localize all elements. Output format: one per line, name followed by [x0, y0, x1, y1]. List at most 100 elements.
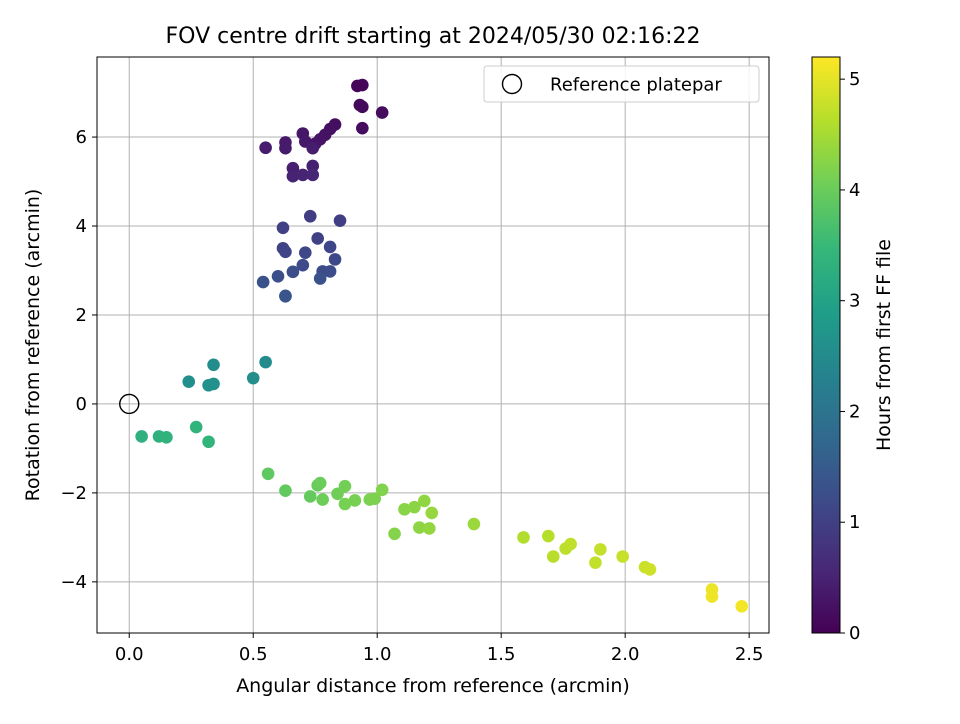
colorbar-tick-label: 3 — [849, 291, 860, 312]
scatter-point — [276, 221, 290, 235]
colorbar-gradient — [812, 57, 840, 633]
scatter-point — [546, 550, 560, 563]
colorbar-tick-label: 1 — [849, 512, 860, 533]
x-axis-ticks: 0.0 0.5 1.0 1.5 2.0 2.5 — [115, 633, 764, 665]
colorbar: 0 1 2 3 4 5 Hours from first FF file — [811, 56, 895, 644]
scatter-point — [256, 275, 270, 289]
scatter-point — [338, 497, 352, 511]
chart-title: FOV centre drift starting at 2024/05/30 … — [166, 24, 701, 49]
scatter-point — [517, 531, 530, 544]
scatter-point — [422, 522, 436, 535]
x-tick-label: 1.0 — [363, 644, 392, 665]
scatter-point — [425, 506, 439, 520]
scatter-point — [323, 265, 337, 278]
y-axis-label: Rotation from reference (arcmin) — [22, 189, 44, 502]
scatter-point — [356, 121, 369, 135]
scatter-point — [594, 543, 607, 556]
scatter-point — [306, 159, 320, 173]
scatter-point — [286, 169, 300, 183]
scatter-point — [303, 490, 317, 503]
scatter-point — [564, 537, 577, 551]
scatter-point — [259, 141, 272, 155]
scatter-point — [296, 258, 310, 272]
scatter-point — [542, 529, 555, 543]
y-tick-label: −4 — [60, 572, 87, 593]
scatter-point — [279, 484, 292, 497]
scatter-point — [398, 503, 411, 516]
scatter-point — [408, 500, 421, 514]
scatter-point — [589, 556, 602, 570]
scatter-point — [286, 265, 300, 279]
colorbar-ticks: 0 1 2 3 4 5 — [840, 69, 860, 644]
x-tick-label: 0.5 — [239, 644, 268, 665]
colorbar-tick-label: 0 — [849, 623, 860, 644]
scatter-point — [333, 214, 347, 227]
scatter-point — [323, 240, 337, 254]
x-tick-label: 2.5 — [735, 644, 764, 665]
scatter-point — [298, 246, 312, 260]
scatter-point — [313, 476, 327, 490]
y-tick-label: 6 — [76, 127, 87, 148]
scatter-point — [413, 521, 426, 534]
scatter-point — [356, 78, 369, 92]
scatter-point — [271, 269, 285, 283]
x-tick-label: 0.0 — [115, 644, 144, 665]
scatter-point — [279, 141, 292, 155]
scatter-point — [189, 420, 203, 434]
x-tick-label: 2.0 — [611, 644, 640, 665]
scatter-point — [303, 209, 317, 223]
scatter-point — [643, 563, 657, 576]
scatter-point — [279, 289, 292, 303]
scatter-point — [207, 358, 220, 372]
scatter-point — [311, 232, 324, 245]
colorbar-tick-label: 2 — [849, 401, 860, 422]
scatter-point — [338, 479, 352, 493]
scatter-point — [316, 493, 329, 506]
scatter-point — [135, 430, 148, 443]
scatter-point — [296, 168, 310, 182]
scatter-point — [202, 435, 215, 449]
legend-entry-reference: Reference platepar — [550, 75, 722, 96]
scatter-point — [328, 253, 342, 266]
scatter-points — [135, 78, 749, 613]
x-tick-label: 1.5 — [487, 644, 516, 665]
y-tick-label: −2 — [60, 483, 87, 504]
scatter-point — [368, 492, 382, 505]
scatter-point — [375, 483, 389, 497]
scatter-point — [313, 272, 327, 285]
legend-reference-marker — [501, 73, 523, 95]
scatter-point — [306, 168, 320, 182]
scatter-point — [259, 355, 272, 369]
plot-frame — [96, 56, 770, 634]
scatter-point — [246, 371, 260, 385]
grid-lines — [97, 57, 769, 633]
colorbar-frame — [811, 56, 841, 634]
scatter-point — [616, 550, 629, 563]
scatter-point — [388, 527, 401, 541]
scatter-point — [705, 590, 719, 603]
colorbar-label: Hours from first FF file — [873, 239, 895, 451]
scatter-point — [348, 494, 362, 507]
x-axis-label: Angular distance from reference (arcmin) — [236, 675, 630, 697]
scatter-point — [356, 100, 369, 114]
scatter-point — [279, 245, 292, 259]
scatter-point — [202, 378, 215, 392]
colorbar-tick-label: 4 — [849, 180, 860, 201]
y-tick-label: 0 — [76, 394, 87, 415]
y-axis-ticks: −4 −2 0 2 4 6 — [60, 127, 97, 593]
legend: Reference platepar — [483, 65, 760, 103]
reference-marker-layer — [119, 393, 140, 415]
colorbar-tick-label: 5 — [849, 69, 860, 90]
legend-box — [483, 65, 760, 103]
scatter-point — [418, 494, 431, 508]
y-tick-label: 4 — [76, 216, 87, 237]
reference-platepar-marker — [119, 393, 140, 415]
scatter-point — [375, 106, 389, 119]
scatter-point — [735, 600, 749, 613]
scatter-point — [182, 375, 196, 388]
y-tick-label: 2 — [76, 305, 87, 326]
scatter-point — [467, 517, 481, 531]
scatter-point — [306, 141, 320, 155]
